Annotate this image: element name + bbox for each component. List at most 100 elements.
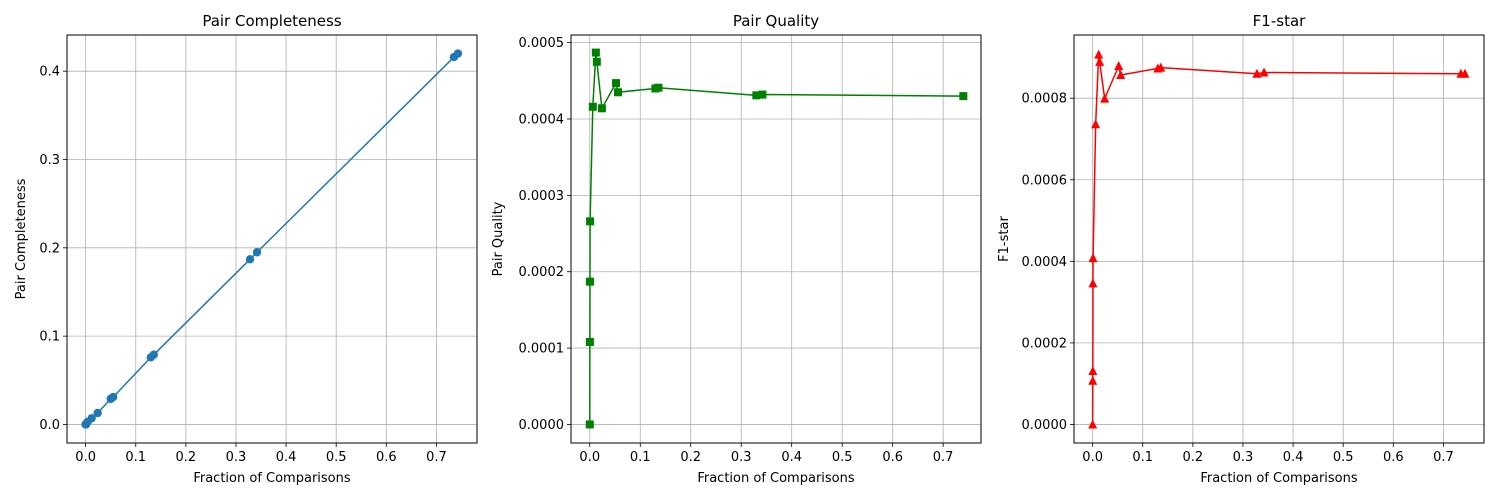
data-point xyxy=(1156,62,1166,72)
series-line xyxy=(1091,53,1465,425)
data-point xyxy=(612,79,621,88)
x-tick-label: 0.3 xyxy=(1233,450,1254,465)
x-tick-label: 0.1 xyxy=(1132,450,1153,465)
data-point xyxy=(245,255,255,264)
data-point xyxy=(586,217,595,226)
data-point xyxy=(592,57,601,66)
x-axis-label: Fraction of Comparisons xyxy=(697,471,855,486)
x-tick-label: 0.7 xyxy=(933,450,954,465)
data-point xyxy=(1088,375,1098,385)
data-point xyxy=(1088,419,1098,429)
y-tick-label: 0.3 xyxy=(39,153,60,168)
y-tick-label: 0.0008 xyxy=(1022,92,1068,107)
y-tick-label: 0.2 xyxy=(39,241,60,256)
plot-frame xyxy=(570,34,982,444)
x-tick-label: 0.3 xyxy=(731,450,752,465)
data-point xyxy=(591,48,600,57)
x-tick-label: 0.1 xyxy=(125,450,146,465)
chart-title: F1-star xyxy=(1253,12,1306,30)
subplot-f1-star: 0.0 0.1 0.2 0.3 0.4 0.5 0.6 0.7 0.0000 0.0002 0.00… xyxy=(997,12,1485,486)
plot-frame xyxy=(66,34,478,444)
x-tick-label: 0.2 xyxy=(1183,450,1204,465)
data-point xyxy=(252,248,262,257)
data-point xyxy=(654,83,663,92)
y-tick-label: 0.0002 xyxy=(519,265,565,280)
data-point xyxy=(1088,366,1098,376)
x-tick-label: 0.0 xyxy=(579,450,600,465)
data-point xyxy=(588,102,597,111)
data-point xyxy=(1259,67,1269,77)
y-tick-label: 0.0003 xyxy=(519,189,565,204)
data-point xyxy=(1095,56,1105,66)
y-tick-label: 0.0002 xyxy=(1022,336,1068,351)
y-tick-label: 0.1 xyxy=(39,330,60,345)
chart-title: Pair Completeness xyxy=(202,12,342,30)
data-point xyxy=(585,337,594,346)
x-tick-label: 0.2 xyxy=(680,450,701,465)
data-point xyxy=(1091,119,1101,129)
ticks: 0.0 0.1 0.2 0.3 0.4 0.5 0.6 0.7 0.0000 0.0002 0.00… xyxy=(1022,92,1454,465)
grid xyxy=(67,35,477,443)
data-point xyxy=(1116,69,1126,79)
ticks: 0.0 0.1 0.2 0.3 0.4 0.5 0.6 0.7 0.0000 0.0001 0.00… xyxy=(519,36,954,465)
data-point xyxy=(614,88,623,97)
x-tick-label: 0.1 xyxy=(630,450,651,465)
y-axis-label: Pair Quality xyxy=(491,201,506,276)
x-axis-label: Fraction of Comparisons xyxy=(193,471,351,486)
y-tick-label: 0.0006 xyxy=(1022,173,1068,188)
y-tick-label: 0.0000 xyxy=(519,418,565,433)
y-tick-label: 0.0004 xyxy=(519,112,565,127)
y-tick-label: 0.4 xyxy=(39,65,60,80)
x-tick-label: 0.4 xyxy=(276,450,297,465)
series xyxy=(1088,49,1470,429)
data-point xyxy=(758,90,767,99)
x-tick-label: 0.0 xyxy=(1082,450,1103,465)
data-point xyxy=(149,350,158,359)
subplot-pair-completeness: 0.0 0.1 0.2 0.3 0.4 0.5 0.6 0.70.00.10.20.30.4 … xyxy=(14,12,478,486)
series xyxy=(585,48,968,429)
data-point xyxy=(1088,253,1098,263)
data-point xyxy=(1088,278,1098,288)
y-tick-label: 0.0004 xyxy=(1022,255,1068,270)
x-tick-label: 0.0 xyxy=(75,450,96,465)
x-tick-label: 0.7 xyxy=(426,450,447,465)
x-tick-label: 0.6 xyxy=(1383,450,1404,465)
series xyxy=(81,49,463,429)
series-line xyxy=(589,51,964,425)
series-line xyxy=(84,52,459,426)
y-tick-label: 0.0005 xyxy=(519,36,565,51)
x-tick-label: 0.4 xyxy=(1283,450,1304,465)
x-tick-label: 0.5 xyxy=(1333,450,1354,465)
data-point xyxy=(1094,49,1104,59)
data-point xyxy=(752,91,761,100)
y-tick-label: 0.0001 xyxy=(519,342,565,357)
y-axis-label: Pair Completeness xyxy=(14,178,29,299)
data-point xyxy=(453,49,463,58)
data-point xyxy=(597,104,606,113)
data-point xyxy=(1114,60,1124,70)
y-tick-label: 0.0000 xyxy=(1022,418,1068,433)
data-point xyxy=(87,414,96,423)
data-point xyxy=(585,277,594,286)
data-point xyxy=(1252,68,1262,78)
x-tick-label: 0.5 xyxy=(832,450,853,465)
data-point xyxy=(1100,93,1110,103)
x-tick-label: 0.7 xyxy=(1433,450,1454,465)
ticks: 0.0 0.1 0.2 0.3 0.4 0.5 0.6 0.7 0.0 0.1 0.2 0.3 0.4 xyxy=(39,65,446,465)
x-tick-label: 0.6 xyxy=(882,450,903,465)
data-point xyxy=(1460,68,1470,78)
x-tick-label: 0.3 xyxy=(226,450,247,465)
data-point xyxy=(109,392,118,402)
x-axis-label: Fraction of Comparisons xyxy=(1200,471,1358,486)
x-tick-label: 0.2 xyxy=(176,450,197,465)
chart-title: Pair Quality xyxy=(733,12,819,30)
x-tick-label: 0.4 xyxy=(781,450,802,465)
plot-frame xyxy=(1073,34,1485,444)
data-point xyxy=(959,92,968,101)
y-tick-label: 0.0 xyxy=(39,418,60,433)
subplot-pair-quality: 0.0 0.1 0.2 0.3 0.4 0.5 0.6 0.7 0.0000 0.0001 0.00… xyxy=(491,12,982,486)
y-axis-label: F1-star xyxy=(997,216,1012,262)
data-point xyxy=(585,420,594,429)
x-tick-label: 0.6 xyxy=(376,450,397,465)
